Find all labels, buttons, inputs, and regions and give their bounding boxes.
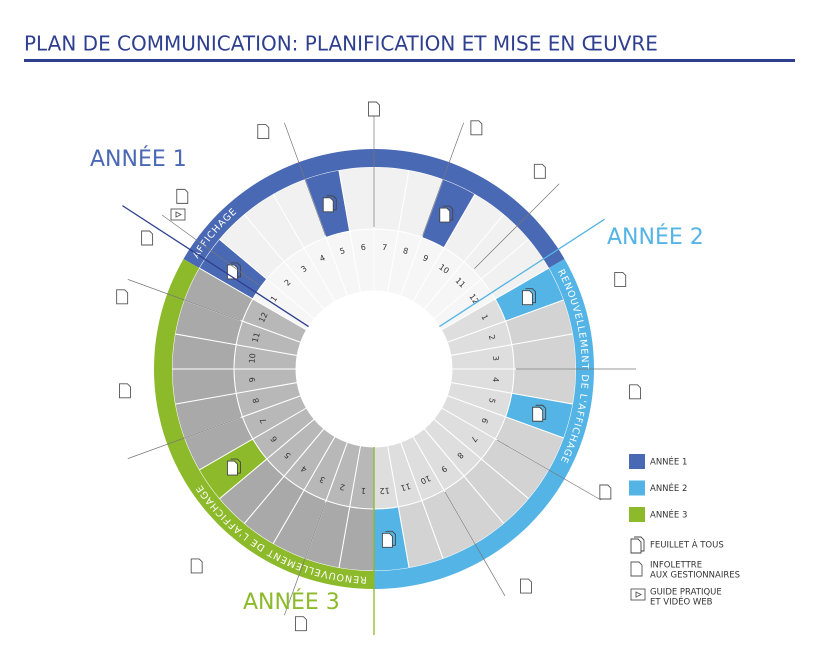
- month-number: 4: [491, 377, 500, 383]
- outer-icon: [470, 120, 483, 136]
- month-number: 10: [248, 353, 258, 364]
- outer-icon: [533, 163, 546, 179]
- month-number: 1: [269, 294, 279, 303]
- connector: [284, 502, 326, 616]
- month-number: 2: [487, 334, 497, 341]
- year-divider: [122, 205, 309, 328]
- connector: [161, 214, 260, 286]
- outer-icon: [176, 188, 189, 204]
- connector: [444, 491, 506, 597]
- legend-label: INFOLETTRE: [650, 561, 702, 571]
- outer-icon: [119, 383, 131, 399]
- month-number: 9: [439, 464, 448, 474]
- month-number: 12: [257, 311, 269, 324]
- month-number: 5: [487, 397, 497, 404]
- month-number: 10: [419, 473, 432, 485]
- year-label: ANNÉE 2: [607, 224, 704, 250]
- month-number: 8: [455, 450, 465, 460]
- outer-icon: [614, 271, 627, 287]
- title: PLAN DE COMMUNICATION: PLANIFICATION ET …: [24, 32, 658, 56]
- month-number: 7: [258, 416, 268, 424]
- year-band: [154, 259, 374, 589]
- month-number: 2: [283, 278, 293, 288]
- legend-label: ANNÉE 1: [650, 456, 687, 468]
- outer-icon: [141, 230, 154, 246]
- month-number: 4: [299, 464, 308, 474]
- month-number: 6: [479, 416, 489, 424]
- month-number: 9: [421, 253, 429, 263]
- month-number: 6: [269, 434, 279, 443]
- month-number: 5: [283, 450, 293, 460]
- connector: [127, 279, 241, 321]
- month-number: 7: [469, 434, 479, 443]
- outer-icon: [368, 101, 380, 117]
- year-label: ANNÉE 1: [90, 146, 187, 172]
- month-number: 11: [250, 331, 261, 343]
- legend-icon: [630, 561, 643, 577]
- year-band: [183, 149, 565, 268]
- connector: [496, 439, 602, 501]
- legend-swatch: [629, 454, 645, 469]
- plan-cell: [183, 267, 254, 322]
- outer-icon: [520, 578, 532, 594]
- legend-label: ANNÉE 3: [650, 509, 687, 521]
- outer-icon: [629, 384, 641, 400]
- legend-icon: [630, 588, 646, 601]
- month-number: 7: [382, 243, 388, 252]
- month-number: 9: [248, 377, 257, 383]
- connector: [284, 122, 326, 236]
- legend-label: ANNÉE 2: [650, 482, 687, 494]
- month-number: 1: [360, 486, 366, 495]
- hole: [296, 291, 452, 447]
- month-number: 8: [402, 246, 409, 256]
- month-number: 2: [339, 482, 346, 492]
- month-number: 12: [379, 486, 390, 496]
- month-number: 3: [318, 474, 326, 484]
- month-number: 1: [479, 313, 489, 321]
- outer-icon: [599, 484, 612, 500]
- legend-label: ET VIDÉO WEB: [650, 596, 713, 608]
- connector: [127, 417, 241, 459]
- legend-label: AUX GESTIONNAIRES: [650, 571, 740, 581]
- month-number: 3: [491, 355, 500, 361]
- month-number: 6: [360, 243, 366, 252]
- title-rule: [24, 59, 795, 62]
- outer-icon: [295, 616, 307, 632]
- month-number: 5: [339, 246, 346, 256]
- year-band: [374, 259, 594, 589]
- legend-swatch: [629, 507, 645, 522]
- year-label: ANNÉE 3: [243, 589, 340, 615]
- year-divider: [439, 218, 605, 328]
- month-number: 11: [399, 481, 411, 492]
- legend-swatch: [629, 480, 645, 496]
- outer-icon: [257, 124, 270, 139]
- connector: [474, 183, 560, 269]
- outer-icon: [116, 289, 129, 305]
- video-icon: [170, 208, 186, 221]
- month-number: 8: [251, 397, 261, 404]
- legend-label: GUIDE PRATIQUE: [650, 588, 722, 598]
- legend-icon: [630, 536, 645, 554]
- outer-icon: [190, 558, 203, 574]
- month-number: 4: [318, 253, 326, 263]
- connector: [422, 122, 464, 236]
- month-number: 3: [299, 264, 308, 274]
- legend-label: FEUILLET À TOUS: [650, 539, 724, 551]
